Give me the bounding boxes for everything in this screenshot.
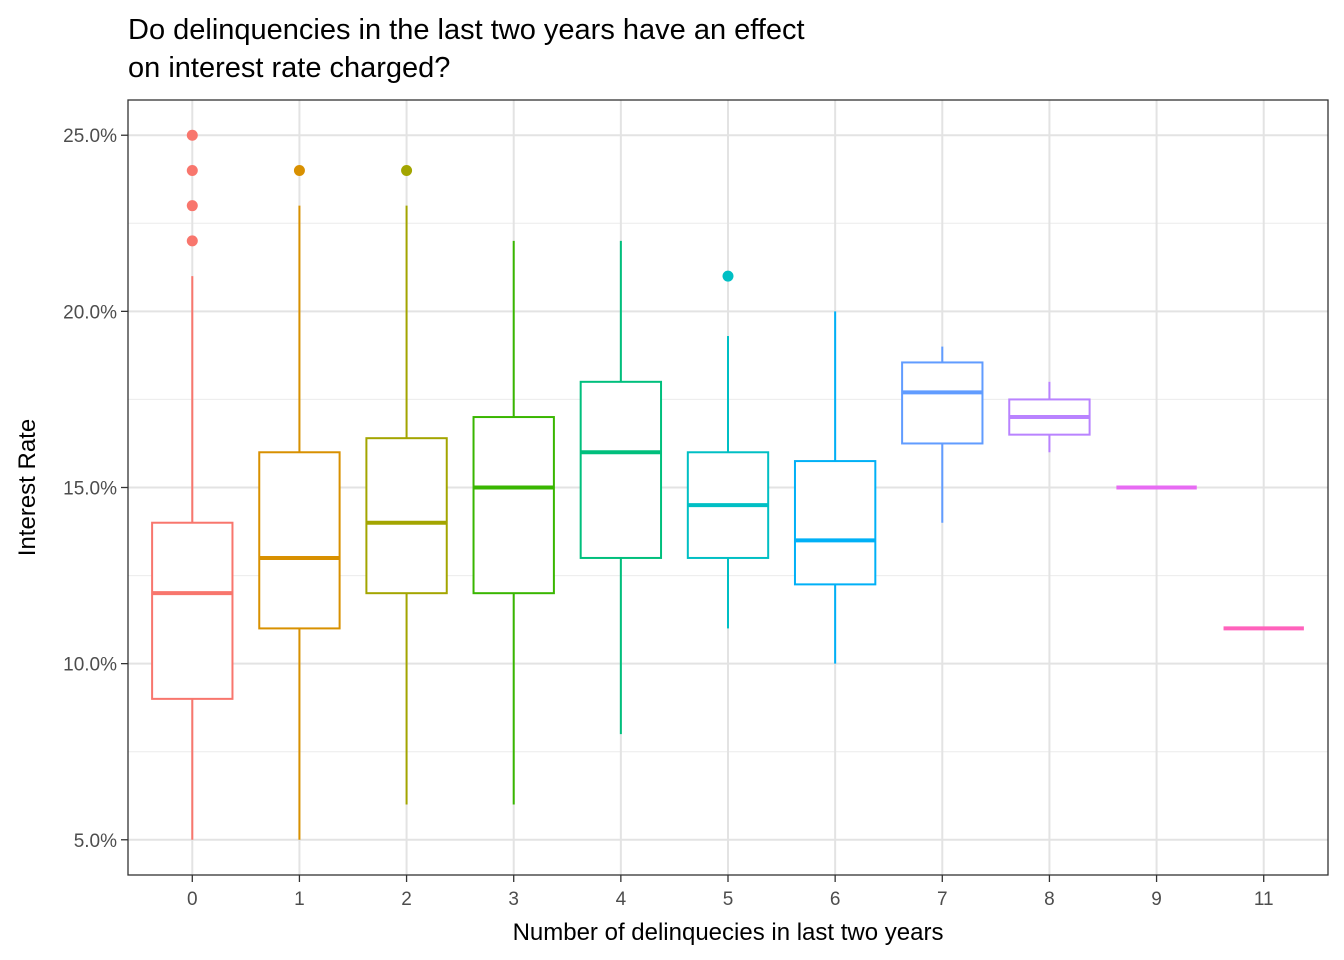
box-category-4 [579,240,663,735]
x-tick-label: 1 [294,889,305,910]
box-category-6 [793,311,877,664]
chart-title-line-1: Do delinquencies in the last two years h… [128,14,805,46]
box-series [151,129,1304,840]
x-tick-label: 2 [401,889,412,910]
x-tick-label: 4 [616,889,627,910]
chart-title-line-2: on interest rate charged? [128,52,450,84]
box-category-8 [1008,381,1091,453]
box-category-1 [258,164,341,840]
box-iqr [793,460,877,586]
y-axis-title: Interest Rate [14,419,41,556]
box-iqr [579,380,663,559]
outlier-point [401,164,413,176]
x-tick-label: 8 [1044,889,1055,910]
outlier-point [722,270,734,282]
x-tick-label: 9 [1151,889,1162,910]
x-axis-title: Number of delinquecies in last two years [513,919,944,946]
x-tick-label: 6 [830,889,841,910]
x-tick-label: 0 [187,889,198,910]
box-category-7 [901,346,984,523]
y-axis: 5.0% 10.0% 15.0% 20.0% 25.0% [63,126,128,852]
outlier-point [186,200,198,212]
box-iqr [365,437,448,595]
y-tick-label: 15.0% [63,479,117,500]
box-iqr [901,361,984,445]
outlier-point [186,164,198,176]
x-tick-label: 3 [508,889,519,910]
x-tick-label: 7 [937,889,948,910]
x-tick-label: 11 [1254,889,1274,910]
box-category-0 [151,129,234,840]
x-axis: 0 1 2 3 4 5 6 7 8 9 11 [187,875,1274,910]
y-tick-label: 25.0% [63,126,117,147]
y-tick-label: 5.0% [74,831,117,852]
x-tick-label: 5 [723,889,734,910]
outlier-point [293,164,305,176]
box-category-2 [365,164,448,805]
outlier-point [186,235,198,247]
y-tick-label: 20.0% [63,302,117,323]
box-iqr [258,451,341,630]
box-category-3 [472,240,555,805]
box-iqr [472,416,555,595]
box-category-5 [686,270,770,629]
box-iqr [151,521,234,700]
outlier-point [186,129,198,141]
y-tick-label: 10.0% [63,655,117,676]
